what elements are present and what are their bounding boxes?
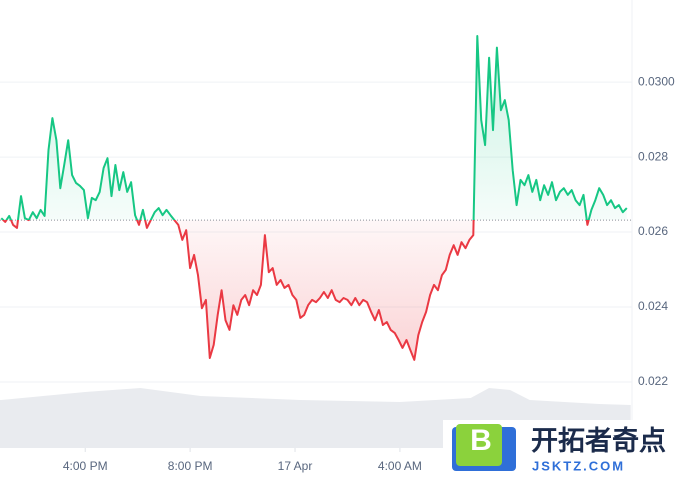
price-layer: [0, 35, 632, 361]
logo-front: [456, 424, 502, 466]
y-tick-label: 0.026: [638, 224, 668, 238]
price-area: [1, 36, 627, 360]
y-tick-label: 0.0300: [638, 74, 675, 88]
x-tick-label: 4:00 PM: [63, 459, 108, 473]
watermark-url: JSKTZ.COM: [532, 458, 625, 473]
logo-letter: B: [470, 424, 492, 457]
watermark-title: 开拓者奇点: [531, 426, 666, 456]
y-tick-label: 0.022: [638, 374, 668, 388]
volume-band-left: [0, 400, 2, 448]
watermark: B 开拓者奇点 JSKTZ.COM: [443, 420, 692, 481]
y-tick-label: 0.024: [638, 299, 668, 313]
x-tick-label: 8:00 PM: [168, 459, 213, 473]
price-line: [0, 35, 628, 361]
axis-layer: 0.022 0.024 0.026 0.028 0.0300 4:00 PM 8:00 PM…: [63, 74, 675, 473]
y-tick-label: 0.028: [638, 149, 668, 163]
x-tick-label: 17 Apr: [278, 459, 313, 473]
x-tick-label: 4:00 AM: [378, 459, 422, 473]
